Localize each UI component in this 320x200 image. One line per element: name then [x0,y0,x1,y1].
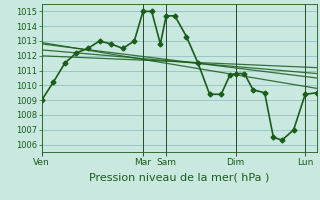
X-axis label: Pression niveau de la mer( hPa ): Pression niveau de la mer( hPa ) [89,172,269,182]
